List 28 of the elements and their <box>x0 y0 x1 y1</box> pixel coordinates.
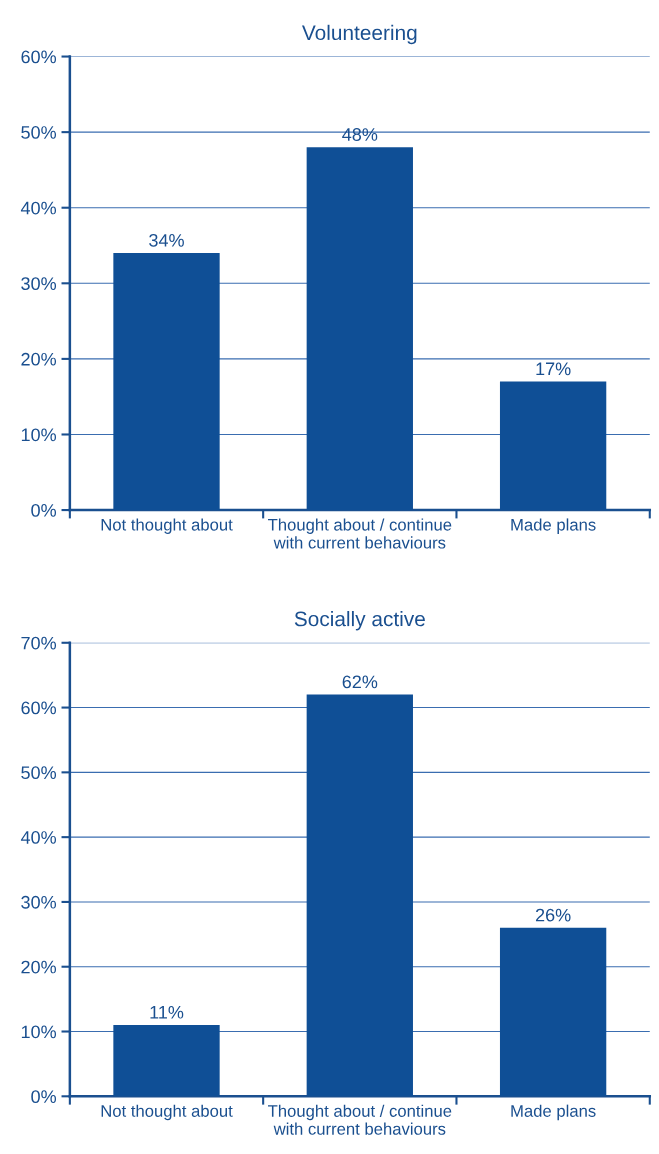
y-tick-label: 40% <box>20 201 57 215</box>
y-tick-label: 10% <box>21 428 57 442</box>
data-label: 17% <box>536 362 571 376</box>
data-label: 34% <box>149 233 184 247</box>
chart-title: Volunteering <box>301 24 417 45</box>
x-tick-label: Not thought about <box>101 518 233 534</box>
chart-title: Socially active <box>294 611 425 631</box>
data-label: 62% <box>342 675 378 689</box>
y-tick-label: 50% <box>21 766 57 780</box>
y-tick-label: 50% <box>21 126 57 139</box>
y-tick-label: 0% <box>31 504 57 517</box>
data-label: 11% <box>150 1005 184 1019</box>
x-tick-label: Thought about / continue with current behaviours <box>268 518 452 549</box>
y-tick-label: 20% <box>21 960 57 974</box>
y-tick-label: 30% <box>21 277 57 291</box>
y-tick-label: 60% <box>21 701 57 715</box>
x-tick-label: Made plans <box>511 518 596 534</box>
y-tick-label: 10% <box>21 1025 57 1039</box>
y-tick-label: 0% <box>31 1090 57 1104</box>
x-tick-label: Thought about / continue with current behaviours <box>268 1104 452 1135</box>
y-tick-label: 20% <box>21 352 57 366</box>
x-tick-label: Made plans <box>511 1104 596 1121</box>
x-tick-label: Not thought about <box>101 1104 233 1121</box>
y-tick-label: 40% <box>20 831 57 844</box>
y-tick-label: 60% <box>21 50 57 64</box>
y-tick-label: 30% <box>21 895 57 909</box>
y-tick-label: 70% <box>21 636 57 650</box>
data-label: 26% <box>535 908 571 922</box>
